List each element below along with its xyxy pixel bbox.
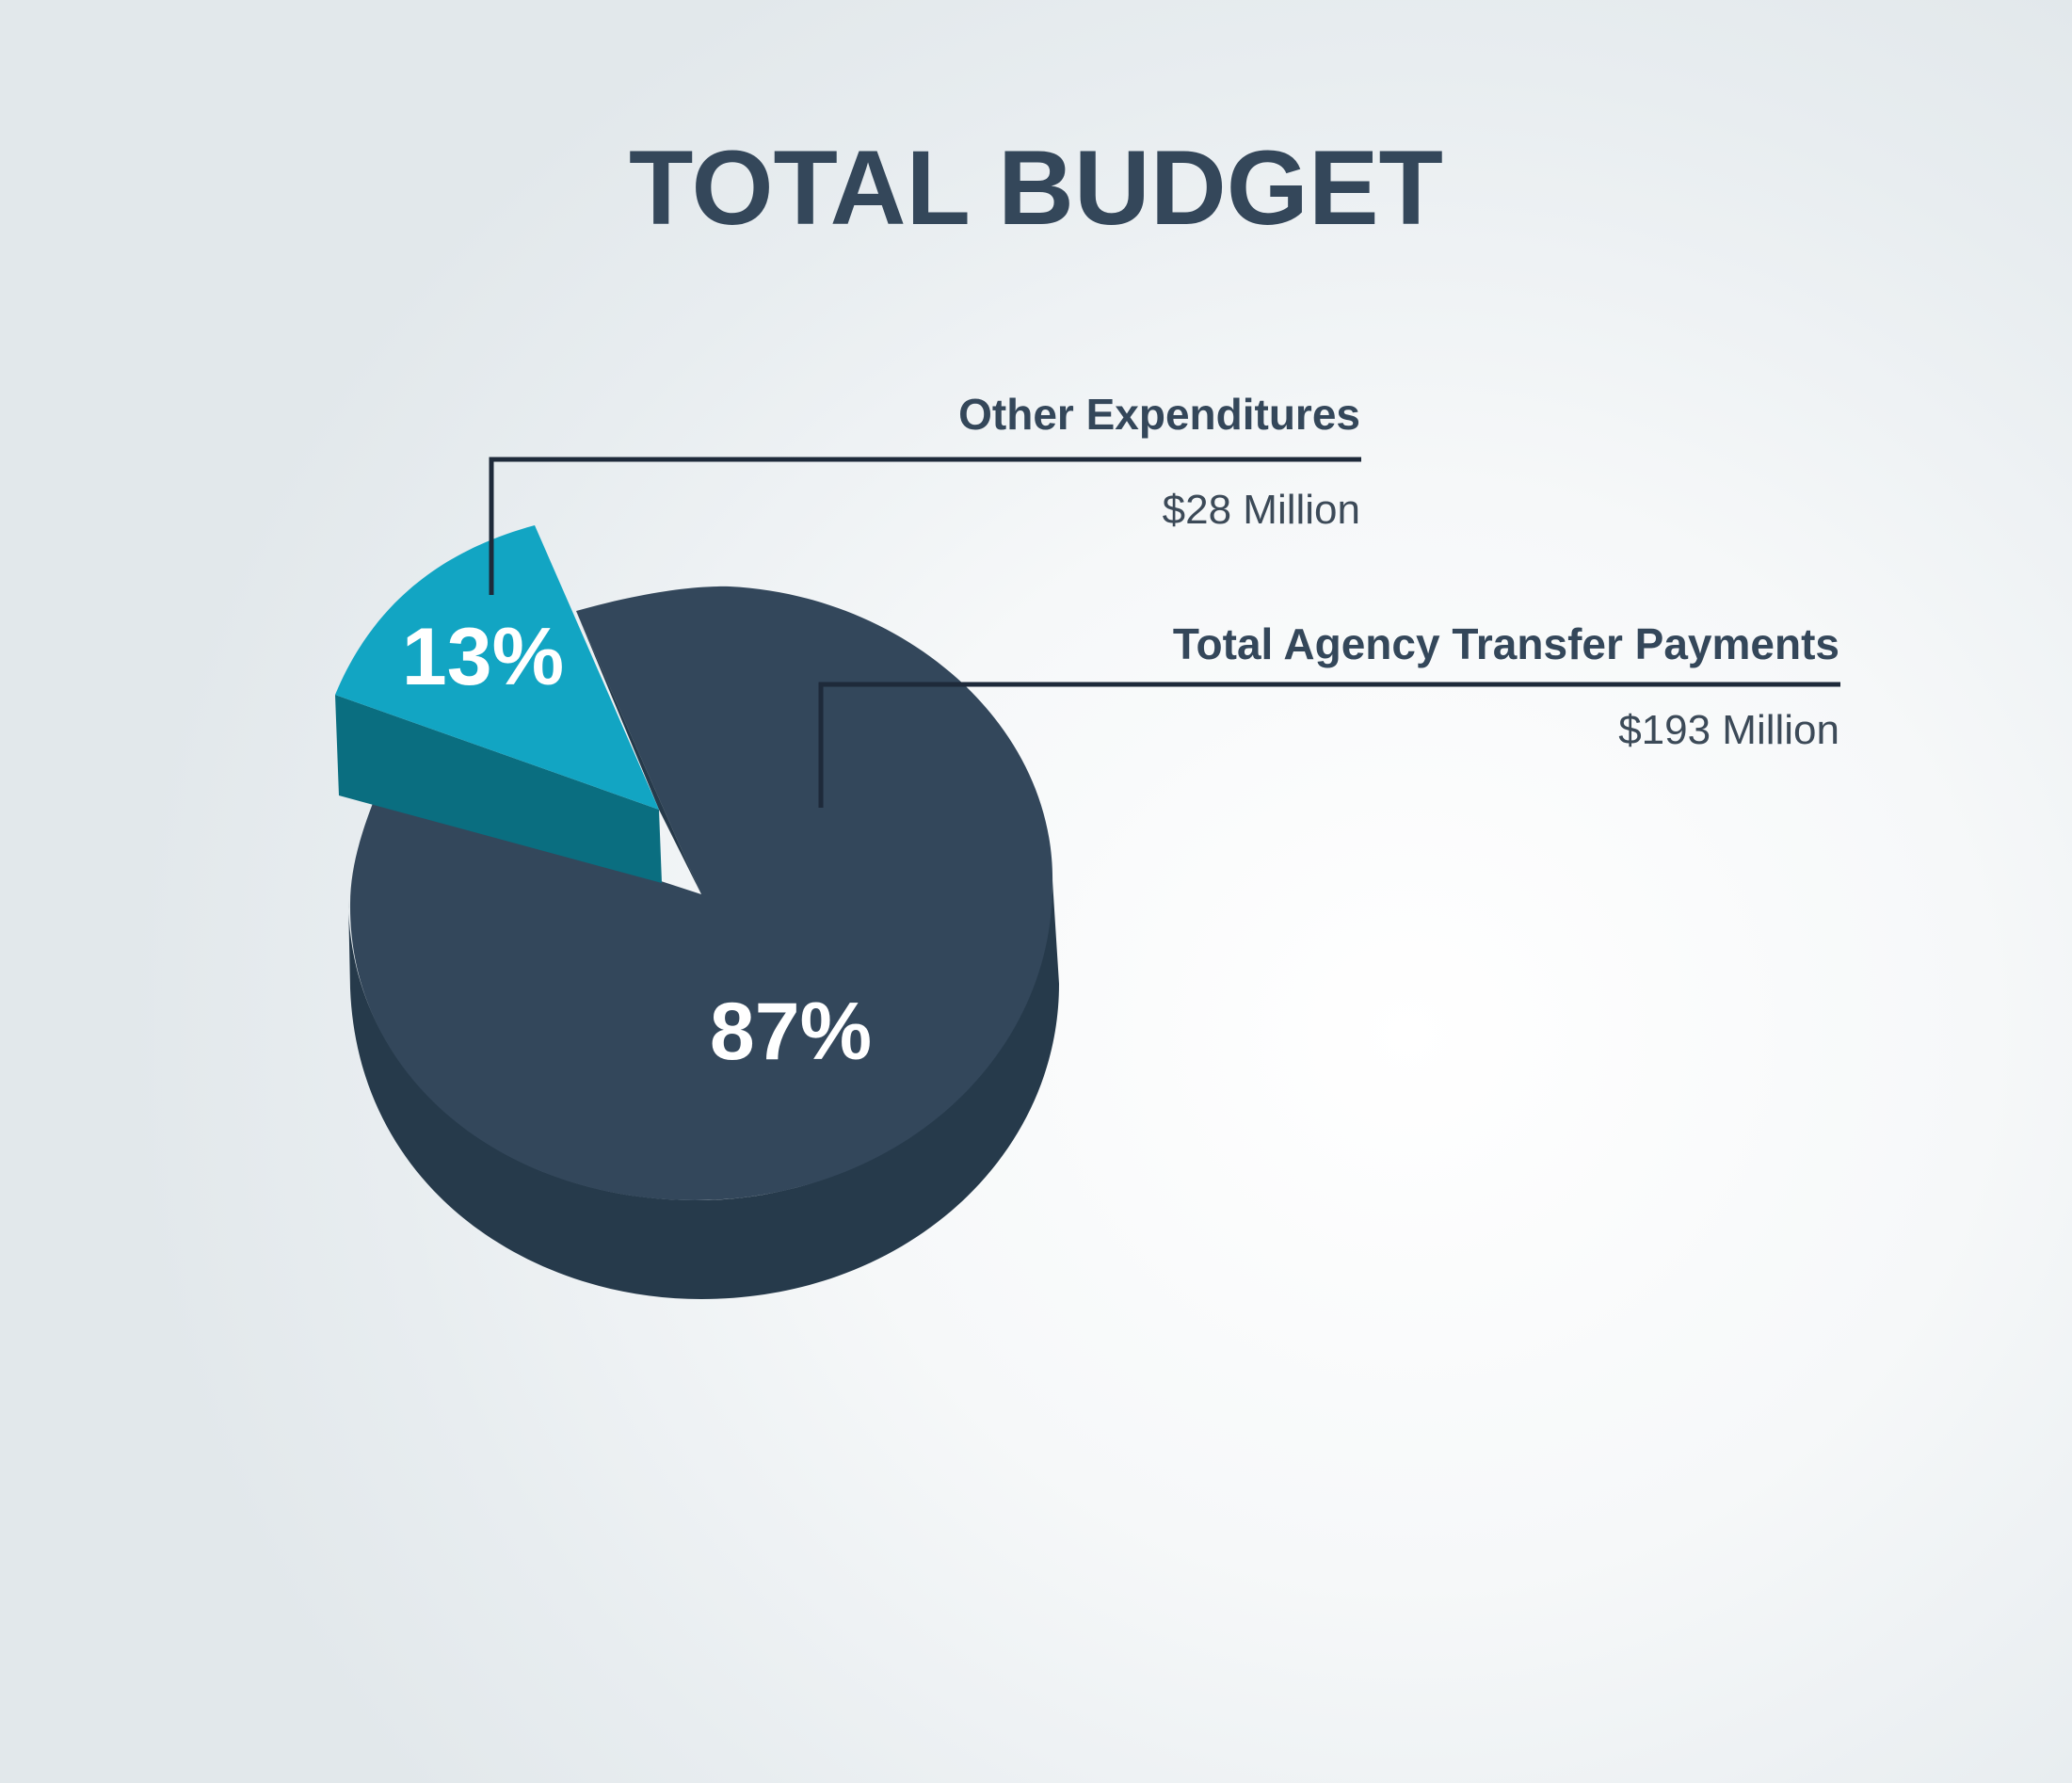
pie-slice-transfer-payments-cut — [576, 611, 701, 894]
pie-slice-other-expenditures — [335, 525, 659, 810]
callout-line-transfer-payments — [818, 682, 1840, 808]
slice-label-other-expenditures: Other Expenditures — [958, 390, 1360, 439]
pie-slice-transfer-payments — [349, 586, 1053, 1200]
percent-label-transfer-payments: 87% — [710, 987, 872, 1077]
slice-amount-transfer-payments: $193 Million — [1618, 707, 1839, 753]
pie-slice-other-expenditures-side — [335, 695, 662, 883]
slice-amount-other-expenditures: $28 Million — [1162, 487, 1360, 533]
chart-title: TOTAL BUDGET — [629, 129, 1443, 247]
slice-label-transfer-payments: Total Agency Transfer Payments — [1172, 619, 1839, 668]
percent-label-other-expenditures: 13% — [402, 612, 564, 702]
pie-slice-transfer-payments-side — [348, 880, 1059, 1299]
callout-line-other-expenditures — [489, 457, 1361, 595]
